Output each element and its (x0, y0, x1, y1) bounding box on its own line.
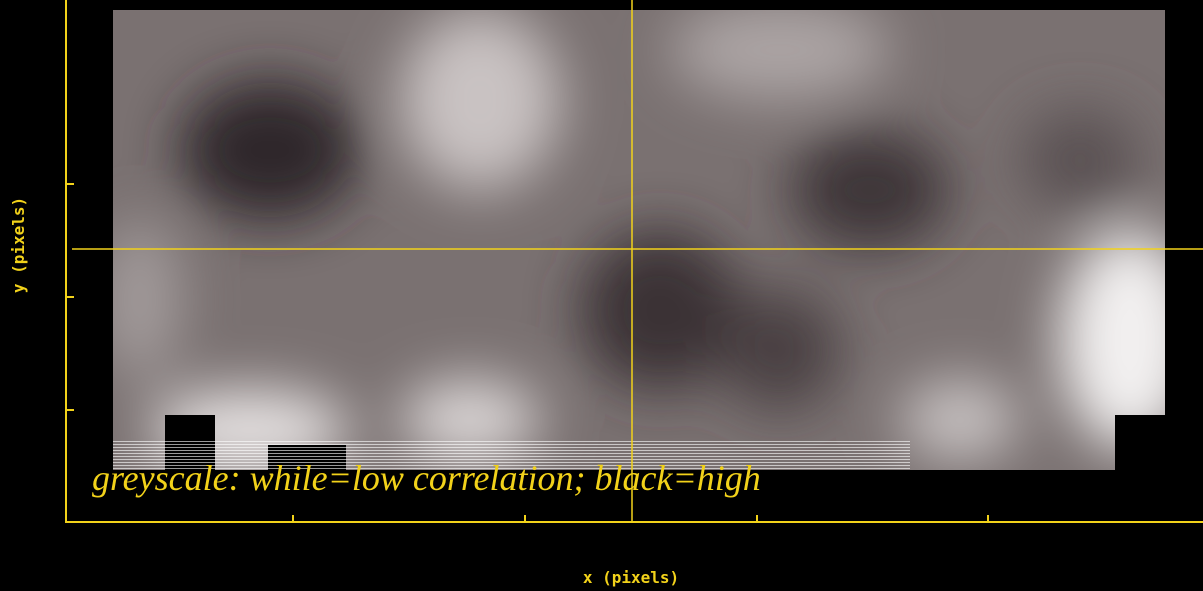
x-axis-label: x (pixels) (583, 568, 679, 587)
y-axis-label: y (pixels) (9, 197, 28, 293)
x-tick-marks (292, 515, 989, 522)
annotation: greyscale: while=low correlation; black=… (92, 458, 761, 498)
contour-field (113, 10, 1165, 470)
y-tick-marks (66, 183, 74, 411)
